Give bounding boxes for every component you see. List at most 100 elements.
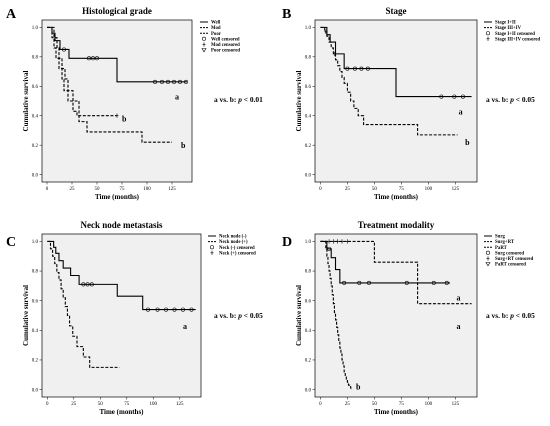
x-tick-label: 25 xyxy=(345,187,351,192)
y-axis-label: Cumulative survival xyxy=(22,71,30,132)
x-tick-label: 25 xyxy=(71,402,77,407)
significance-annotation: a vs. b: p < 0.01 xyxy=(214,95,263,104)
x-tick-label: 25 xyxy=(70,187,76,192)
x-tick-label: 0 xyxy=(319,402,322,407)
censor-mark xyxy=(332,51,336,57)
panel-letter: D xyxy=(282,235,292,250)
censor-mark xyxy=(87,56,92,61)
plot-area xyxy=(314,233,478,398)
censor-mark xyxy=(365,66,370,71)
x-tick-label: 75 xyxy=(399,187,405,192)
y-axis-label: Cumulative survival xyxy=(295,71,303,132)
y-tick-label: 0.2 xyxy=(305,359,312,364)
legend-item: Poor censored xyxy=(211,49,240,54)
y-tick-label: 0.2 xyxy=(32,144,39,149)
y-axis-label: Cumulative survival xyxy=(22,285,30,346)
y-tick-label: 0.0 xyxy=(305,388,312,393)
x-tick-label: 75 xyxy=(120,187,126,192)
y-tick-label: 0.2 xyxy=(305,144,312,149)
curve-label: a xyxy=(183,322,187,331)
censor-mark xyxy=(431,280,436,285)
censor-mark xyxy=(345,239,349,244)
x-tick-label: 125 xyxy=(176,402,184,407)
censor-mark xyxy=(366,280,371,285)
legend-item: Surg censored xyxy=(495,251,524,256)
x-tick-label: 75 xyxy=(399,402,405,407)
sig-text-prefix: a vs. b: xyxy=(486,311,510,320)
legend-item: Stage I+II censored xyxy=(495,32,535,37)
x-tick-label: 100 xyxy=(425,187,433,192)
curve-label: a xyxy=(456,294,460,303)
panel-title: Neck node metastasis xyxy=(81,220,163,230)
sig-p-symbol: p xyxy=(509,311,514,320)
sig-text-prefix: a vs. b: xyxy=(214,311,238,320)
y-tick-label: 0.8 xyxy=(32,56,39,61)
survival-curve-1 xyxy=(320,26,472,98)
censor-mark xyxy=(166,79,171,84)
legend-marker xyxy=(210,250,214,255)
legend-marker xyxy=(485,31,490,36)
y-tick-label: 0.4 xyxy=(32,114,39,119)
legend-item: Well censored xyxy=(211,37,240,42)
y-tick-label: 0.8 xyxy=(305,270,312,275)
y-tick-label: 0.2 xyxy=(32,359,39,364)
legend-item: Stage I+II xyxy=(495,21,516,26)
legend-item: Well xyxy=(211,21,221,26)
curve-label: b xyxy=(465,138,470,147)
legend-marker xyxy=(201,48,207,53)
legend-marker xyxy=(202,36,207,41)
curve-label: b xyxy=(356,383,361,392)
x-axis-label: Time (months) xyxy=(95,193,140,201)
censor-mark xyxy=(460,94,465,99)
y-tick-label: 0.8 xyxy=(305,56,312,61)
legend-item: Stage III+IV censored xyxy=(495,37,541,42)
y-tick-label: 0.4 xyxy=(305,114,312,119)
y-tick-label: 1.0 xyxy=(305,26,312,31)
y-tick-label: 1.0 xyxy=(32,240,39,245)
legend-item: Neck node (-) xyxy=(219,235,247,240)
legend-item: Surg xyxy=(495,235,505,240)
censor-mark xyxy=(336,239,340,244)
legend-marker xyxy=(485,262,491,267)
censor-mark xyxy=(61,47,66,52)
censor-mark xyxy=(155,307,160,312)
censor-mark xyxy=(153,79,158,84)
legend-marker xyxy=(486,256,490,261)
sig-p-symbol: p xyxy=(237,95,242,104)
x-tick-label: 125 xyxy=(452,402,460,407)
x-axis-label: Time (months) xyxy=(99,408,144,416)
legend-item: PaRT xyxy=(495,246,508,251)
censor-mark xyxy=(331,239,335,244)
panel-title: Stage xyxy=(386,6,407,16)
y-tick-label: 0.0 xyxy=(32,173,39,178)
panel-a: A Histological grade 0.0 0.2 0.4 0.6 0.8 1.0 0 25… xyxy=(6,6,263,201)
censor-mark xyxy=(172,307,177,312)
legend-marker xyxy=(210,245,215,250)
legend-item: Surg+RT xyxy=(495,240,515,245)
y-tick-label: 0.6 xyxy=(32,299,39,304)
censor-mark xyxy=(452,94,457,99)
x-tick-label: 100 xyxy=(150,402,158,407)
censor-mark xyxy=(146,307,151,312)
legend-item: Neck (+) censored xyxy=(219,251,256,256)
significance-annotation: a vs. b: p < 0.05 xyxy=(486,311,535,320)
sig-p-value: < 0.05 xyxy=(514,311,535,320)
panel-title: Treatment modality xyxy=(358,220,435,230)
legend-marker xyxy=(202,42,206,47)
panel-b: B Stage 0.0 0.2 0.4 0.6 0.8 1.0 0 25 50 75 100 125 Cum… xyxy=(282,6,541,201)
curve-label: b xyxy=(122,115,127,124)
curve-label: a xyxy=(456,322,460,331)
curve-label: a xyxy=(459,107,463,116)
panel-letter: C xyxy=(6,235,16,250)
panel-letter: A xyxy=(6,7,17,22)
y-tick-label: 0.0 xyxy=(305,173,312,178)
x-axis-label: Time (months) xyxy=(374,193,419,201)
censor-mark xyxy=(180,307,185,312)
legend-item: Stage III+IV xyxy=(495,26,522,31)
censor-mark xyxy=(439,94,444,99)
x-tick-label: 100 xyxy=(425,402,433,407)
legend-item: Neck node (+) xyxy=(219,240,248,245)
x-tick-label: 100 xyxy=(143,187,151,192)
x-tick-label: 125 xyxy=(168,187,176,192)
